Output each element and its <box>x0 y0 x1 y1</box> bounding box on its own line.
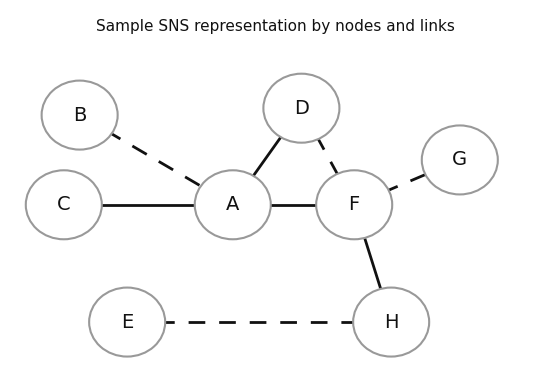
Text: H: H <box>384 312 398 332</box>
Text: G: G <box>452 151 468 169</box>
Ellipse shape <box>42 81 118 150</box>
Text: D: D <box>294 99 309 118</box>
Text: B: B <box>73 105 86 125</box>
Text: F: F <box>349 195 360 214</box>
Ellipse shape <box>89 288 165 357</box>
Ellipse shape <box>263 74 339 143</box>
Ellipse shape <box>316 170 392 239</box>
Text: A: A <box>226 195 239 214</box>
Ellipse shape <box>353 288 429 357</box>
Ellipse shape <box>195 170 271 239</box>
Text: E: E <box>121 312 133 332</box>
Ellipse shape <box>26 170 102 239</box>
Title: Sample SNS representation by nodes and links: Sample SNS representation by nodes and l… <box>96 19 454 34</box>
Ellipse shape <box>422 125 498 194</box>
Text: C: C <box>57 195 70 214</box>
